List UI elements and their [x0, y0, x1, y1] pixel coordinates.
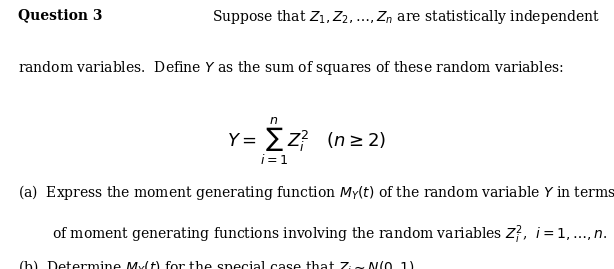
Text: (a)  Express the moment generating function $M_Y(t)$ of the random variable $Y$ : (a) Express the moment generating functi… [18, 183, 614, 202]
Text: Question 3: Question 3 [18, 8, 103, 22]
Text: of moment generating functions involving the random variables $Z_i^2$,  $i = 1, : of moment generating functions involving… [52, 223, 607, 246]
Text: (b)  Determine $M_Y(t)$ for the special case that $Z_i \sim N(0, 1)$.: (b) Determine $M_Y(t)$ for the special c… [18, 258, 419, 269]
Text: random variables.  Define $Y$ as the sum of squares of these random variables:: random variables. Define $Y$ as the sum … [18, 59, 564, 77]
Text: Suppose that $Z_1, Z_2, \ldots, Z_n$ are statistically independent: Suppose that $Z_1, Z_2, \ldots, Z_n$ are… [212, 8, 599, 26]
Text: $Y = \sum_{i=1}^{n} Z_i^2 \quad (n \geq 2)$: $Y = \sum_{i=1}^{n} Z_i^2 \quad (n \geq … [227, 116, 387, 167]
